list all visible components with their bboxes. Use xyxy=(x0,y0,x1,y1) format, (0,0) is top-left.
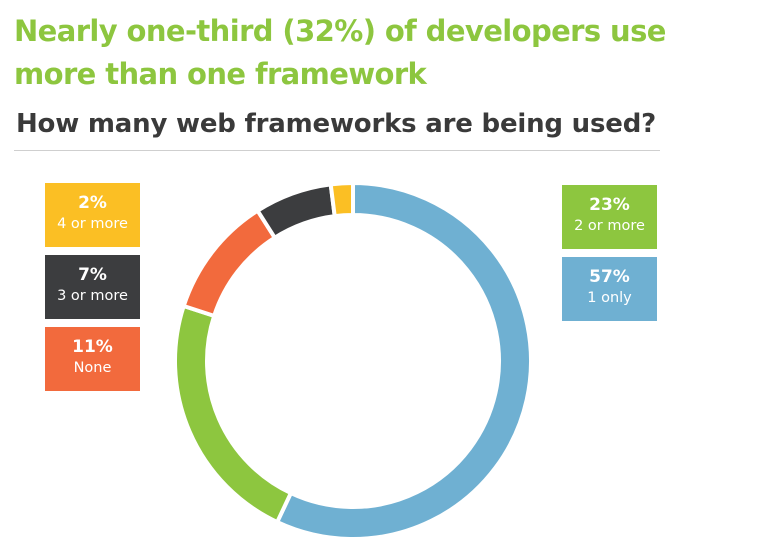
donut-slice-none xyxy=(181,208,277,318)
subtitle-bold: How many web frameworks xyxy=(16,109,417,139)
legend-label: 3 or more xyxy=(57,288,128,304)
subtitle-rest: are being used? xyxy=(425,109,656,139)
legend-value: 23% xyxy=(589,195,630,215)
legend-box-2-or-more: 23% 2 or more xyxy=(562,185,657,249)
donut-slice-3-or-more xyxy=(255,182,337,240)
legend-label: 4 or more xyxy=(57,216,128,232)
donut-slice-4-or-more xyxy=(328,181,355,219)
legend-value: 2% xyxy=(78,193,107,213)
legend-box-4-or-more: 2% 4 or more xyxy=(45,183,140,247)
legend-value: 7% xyxy=(78,265,107,285)
legend-box-3-or-more: 7% 3 or more xyxy=(45,255,140,319)
divider xyxy=(14,150,660,151)
legend-box-1-only: 57% 1 only xyxy=(562,257,657,321)
legend-label: None xyxy=(73,360,112,376)
legend-label: 2 or more xyxy=(574,218,645,234)
donut-slice-2-or-more xyxy=(173,303,293,525)
chart-subtitle: How many web frameworks are being used? xyxy=(16,106,656,142)
donut-slices xyxy=(173,181,533,541)
donut-slice-1-only xyxy=(275,181,533,541)
headline: Nearly one-third (32%) of developers use… xyxy=(14,14,666,91)
legend-box-none: 11% None xyxy=(45,327,140,391)
legend-label: 1 only xyxy=(587,290,632,306)
legend-value: 57% xyxy=(589,267,630,287)
legend-value: 11% xyxy=(72,337,113,357)
